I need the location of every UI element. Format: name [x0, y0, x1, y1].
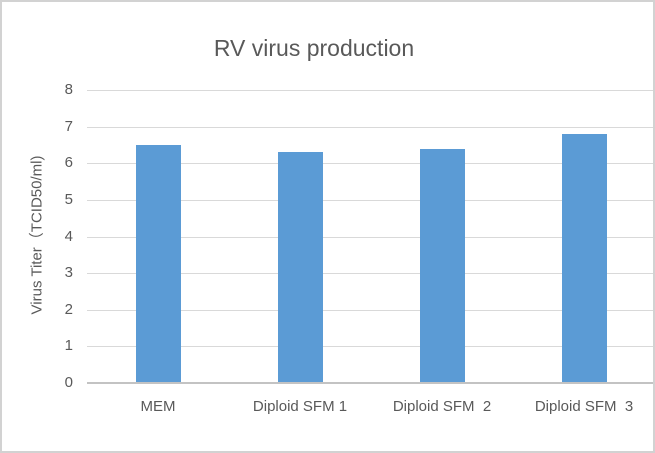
bar — [136, 145, 181, 382]
x-tick-label: Diploid SFM 2 — [392, 398, 492, 415]
y-tick-label: 7 — [64, 118, 73, 135]
x-tick-label: MEM — [140, 398, 176, 415]
y-tick-label: 0 — [64, 374, 73, 391]
gridline — [87, 237, 653, 238]
y-tick-label: 3 — [64, 264, 73, 281]
gridline — [87, 310, 653, 311]
gridline — [87, 90, 653, 91]
y-tick-label: 8 — [64, 81, 73, 98]
bar — [562, 134, 607, 382]
x-tick-label: Diploid SFM 1 — [252, 398, 348, 415]
chart-title: RV virus production — [213, 35, 415, 61]
y-tick-label: 2 — [64, 301, 73, 318]
y-tick-label: 6 — [64, 154, 73, 171]
y-tick-label: 5 — [64, 191, 73, 208]
gridline — [87, 163, 653, 164]
bar — [278, 152, 323, 382]
x-axis-line — [87, 382, 653, 384]
plot-area — [87, 90, 653, 384]
gridline — [87, 273, 653, 274]
y-tick-label: 1 — [64, 337, 73, 354]
y-tick-label: 4 — [64, 228, 73, 245]
bar — [420, 149, 465, 382]
gridline — [87, 346, 653, 347]
gridline — [87, 127, 653, 128]
gridline — [87, 200, 653, 201]
x-tick-label: Diploid SFM 3 — [534, 398, 634, 415]
